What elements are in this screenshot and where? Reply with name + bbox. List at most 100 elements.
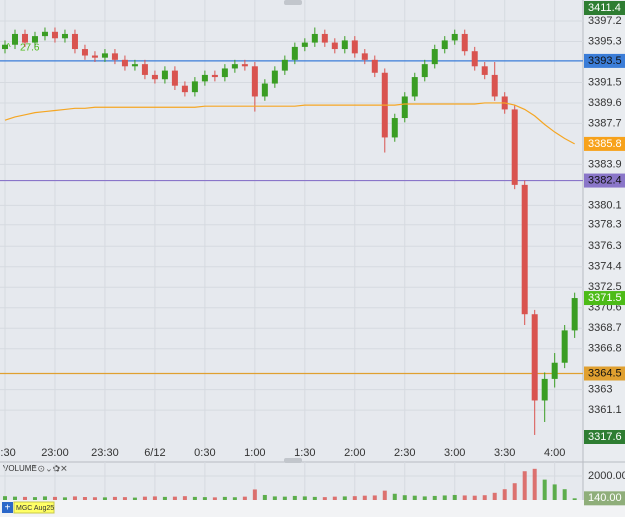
y-tick-label: 3376.3 bbox=[588, 240, 622, 252]
candle-body bbox=[171, 70, 178, 86]
grid bbox=[0, 0, 583, 500]
volume-bar bbox=[232, 497, 237, 500]
volume-title: VOLUME bbox=[3, 464, 37, 473]
candle-body bbox=[441, 40, 448, 50]
volume-bar bbox=[172, 496, 177, 500]
candle-body bbox=[371, 59, 378, 73]
plot bbox=[0, 27, 583, 500]
x-tick-label: 4:00 bbox=[544, 447, 565, 459]
volume-bar bbox=[202, 497, 207, 500]
candle-body bbox=[421, 64, 428, 78]
x-tick-label: 3:00 bbox=[444, 447, 465, 459]
volume-bar bbox=[112, 496, 117, 500]
price-level-label: 3364.5 bbox=[588, 367, 622, 379]
volume-bar bbox=[562, 489, 567, 500]
volume-bar bbox=[322, 497, 327, 500]
drag-handle[interactable] bbox=[284, 458, 302, 463]
volume-bar bbox=[292, 495, 297, 500]
volume-bar bbox=[162, 496, 167, 500]
instrument-tab[interactable] bbox=[13, 501, 55, 514]
volume-bar bbox=[432, 495, 437, 500]
volume-bar bbox=[522, 471, 527, 500]
y-tick-label: 3389.6 bbox=[588, 97, 622, 109]
candle-body bbox=[561, 330, 568, 363]
volume-bar bbox=[552, 484, 557, 500]
y-tick-label: 3366.8 bbox=[588, 343, 622, 355]
price-marker-box bbox=[584, 1, 625, 15]
x-tick-label: 23:00 bbox=[41, 447, 69, 459]
candle-body bbox=[101, 53, 108, 58]
candle-body bbox=[311, 33, 318, 43]
price-marker-label: 3317.6 bbox=[588, 431, 622, 443]
x-tick-label: 0:30 bbox=[194, 447, 215, 459]
candle-body bbox=[511, 109, 518, 185]
candle-body bbox=[541, 378, 548, 401]
volume-bar bbox=[462, 495, 467, 500]
volume-bar bbox=[42, 496, 47, 500]
candle-body bbox=[201, 74, 208, 82]
candle-body bbox=[71, 33, 78, 50]
y-tick-label: 3395.3 bbox=[588, 35, 622, 47]
add-tab-button[interactable] bbox=[2, 502, 13, 513]
volume-bar bbox=[392, 493, 397, 500]
axes: 3397.2 3395.3 3391.5 3389.6 3387.7 3383.9 3380… bbox=[0, 1, 625, 506]
candle-body bbox=[471, 51, 478, 67]
volume-bar bbox=[452, 494, 457, 500]
y-tick-label: 3397.2 bbox=[588, 15, 622, 27]
candle-body bbox=[481, 66, 488, 75]
pane-icons[interactable]: ⌃⊙⌄✿✕ bbox=[30, 463, 68, 473]
volume-bar bbox=[242, 496, 247, 500]
price-marker-label: 3385.8 bbox=[588, 138, 622, 150]
candle-body bbox=[571, 298, 578, 331]
volume-current-box bbox=[584, 491, 625, 506]
price-level-box bbox=[584, 366, 625, 381]
candle-body bbox=[401, 96, 408, 119]
candle-body bbox=[121, 59, 128, 67]
candle-body bbox=[271, 70, 278, 84]
volume-bar bbox=[342, 496, 347, 500]
volume-bar bbox=[192, 496, 197, 500]
candle-body bbox=[141, 64, 148, 75]
volume-bar bbox=[362, 495, 367, 500]
candle-body bbox=[341, 40, 348, 50]
volume-bar bbox=[262, 494, 267, 500]
candle-body bbox=[251, 66, 258, 97]
candle-body bbox=[1, 44, 8, 50]
drag-handle[interactable] bbox=[284, 0, 302, 5]
x-tick-label: 2:30 bbox=[0, 447, 16, 459]
candle-body bbox=[491, 74, 498, 97]
candle-body bbox=[21, 33, 28, 43]
volume-bar bbox=[332, 496, 337, 500]
volume-bar bbox=[22, 496, 27, 500]
volume-bar bbox=[152, 496, 157, 500]
volume-bar bbox=[12, 496, 17, 500]
volume-bar bbox=[532, 468, 537, 500]
volume-bar bbox=[102, 497, 107, 500]
candle-body bbox=[11, 33, 18, 45]
volume-current-label: 140.00 bbox=[588, 492, 622, 504]
x-tick-label: 23:30 bbox=[91, 447, 119, 459]
volume-bar bbox=[382, 490, 387, 500]
volume-bar bbox=[502, 489, 507, 500]
volume-bar bbox=[482, 495, 487, 500]
candle-body bbox=[361, 53, 368, 60]
volume-bar bbox=[412, 495, 417, 500]
price-level-box bbox=[584, 173, 625, 188]
candle-body bbox=[31, 36, 38, 43]
volume-bar bbox=[52, 496, 57, 500]
candle-body bbox=[51, 31, 58, 39]
volume-tick-label: 2000.00 bbox=[588, 470, 625, 482]
candle-body bbox=[61, 33, 68, 39]
volume-bar bbox=[312, 496, 317, 500]
indicator-arrow: ^ bbox=[6, 43, 11, 54]
moving-average bbox=[4, 102, 575, 145]
volume-bar bbox=[32, 497, 37, 500]
candle-body bbox=[281, 59, 288, 71]
volume-bar bbox=[422, 496, 427, 500]
volume-bar bbox=[72, 496, 77, 500]
volume-bar bbox=[252, 489, 257, 500]
price-level-box bbox=[584, 53, 625, 68]
candle-body bbox=[81, 49, 88, 56]
candle-body bbox=[551, 362, 558, 379]
